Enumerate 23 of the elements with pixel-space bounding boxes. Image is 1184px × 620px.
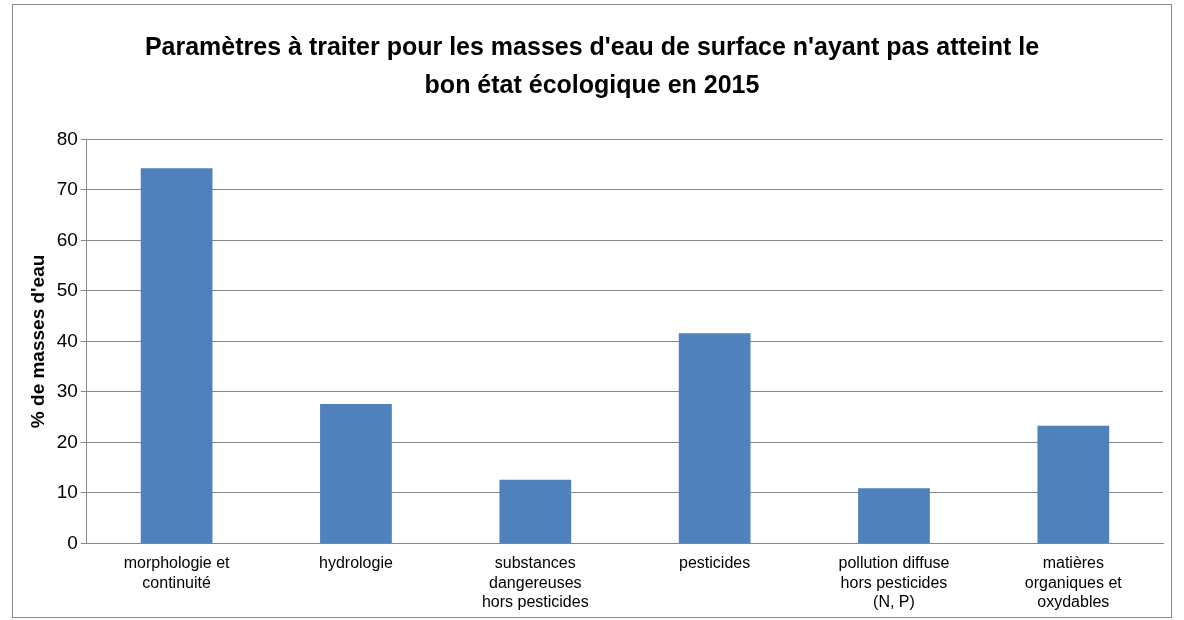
x-tick-label: hydrologie (319, 554, 393, 572)
bar (499, 479, 572, 543)
bar (678, 333, 751, 543)
y-tick-label: 0 (67, 531, 78, 553)
x-tick-label: matières organiques et oxydables (1024, 554, 1123, 610)
y-tick-label: 50 (56, 279, 78, 301)
bar (858, 488, 930, 543)
bar (140, 168, 213, 543)
chart-title: Paramètres à traiter pour les masses d'eau de surface n'ayant pas atteint le bon état écologique en 2015 (143, 31, 1041, 100)
y-axis-title: % de masses d'eau (26, 254, 48, 429)
y-tick-label: 20 (56, 430, 78, 452)
bar (320, 404, 392, 543)
y-tick-label: 40 (56, 329, 78, 351)
y-tick-label: 60 (56, 228, 78, 250)
x-tick-label: pesticides (679, 554, 751, 572)
x-tick-label: pollution diffuse hors pesticides (N, P) (838, 554, 950, 610)
y-tick-label: 30 (56, 380, 78, 402)
bar (1037, 425, 1110, 543)
y-tick-label: 80 (56, 127, 78, 149)
y-tick-label: 70 (56, 178, 78, 200)
y-tick-label: 10 (56, 481, 78, 503)
x-tick-label: substances dangereuses hors pesticides (481, 554, 589, 610)
x-tick-label: morphologie et continuité (123, 554, 231, 591)
